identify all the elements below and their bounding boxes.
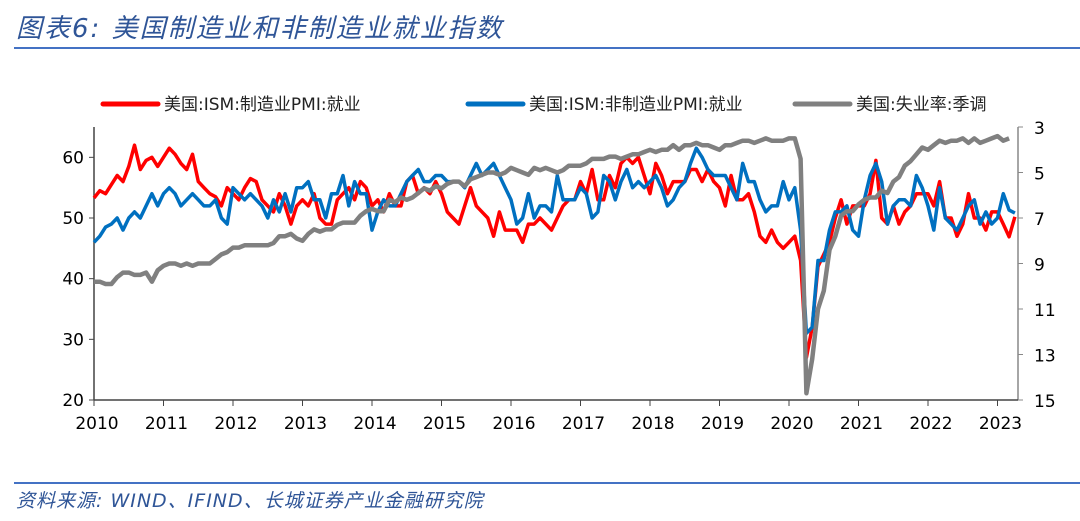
legend-label-3: 美国:失业率:季调: [856, 95, 986, 115]
x-tick-label: 2021: [840, 414, 883, 434]
left-tick-label: 50: [62, 209, 84, 229]
left-tick-label: 30: [62, 330, 84, 350]
source-note: 资料来源: WIND、IFIND、长城证券产业金融研究院: [16, 490, 484, 512]
x-tick-label: 2015: [423, 414, 466, 434]
left-tick-label: 20: [62, 391, 84, 411]
series-line-3: [94, 133, 1010, 396]
right-tick-label: 3: [1034, 119, 1045, 139]
x-tick-label: 2014: [353, 414, 396, 434]
x-tick-label: 2023: [979, 414, 1022, 434]
source-divider: [14, 482, 1080, 484]
x-tick-label: 2019: [701, 414, 744, 434]
right-tick-label: 13: [1034, 347, 1056, 367]
left-tick-label: 60: [62, 148, 84, 168]
x-tick-label: 2020: [770, 414, 813, 434]
x-tick-label: 2017: [562, 414, 605, 434]
x-tick-label: 2022: [909, 414, 952, 434]
legend-label-2: 美国:ISM:非制造业PMI:就业: [529, 95, 743, 115]
x-tick-label: 2016: [492, 414, 535, 434]
series-line-2: [92, 146, 1016, 336]
right-tick-label: 9: [1034, 256, 1045, 276]
x-tick-label: 2018: [631, 414, 674, 434]
left-tick-label: 40: [62, 270, 84, 290]
right-tick-label: 15: [1034, 392, 1056, 412]
title-divider: [14, 47, 1080, 49]
series-line-1: [92, 143, 1017, 360]
x-tick-label: 2011: [145, 414, 188, 434]
right-tick-label: 5: [1034, 165, 1045, 185]
right-tick-label: 7: [1034, 210, 1045, 230]
chart-title: 图表6: 美国制造业和非制造业就业指数: [16, 14, 504, 44]
legend-label-1: 美国:ISM:制造业PMI:就业: [164, 95, 361, 115]
right-tick-label: 11: [1034, 301, 1056, 321]
x-tick-label: 2013: [284, 414, 327, 434]
x-tick-label: 2010: [75, 414, 118, 434]
x-tick-label: 2012: [214, 414, 257, 434]
